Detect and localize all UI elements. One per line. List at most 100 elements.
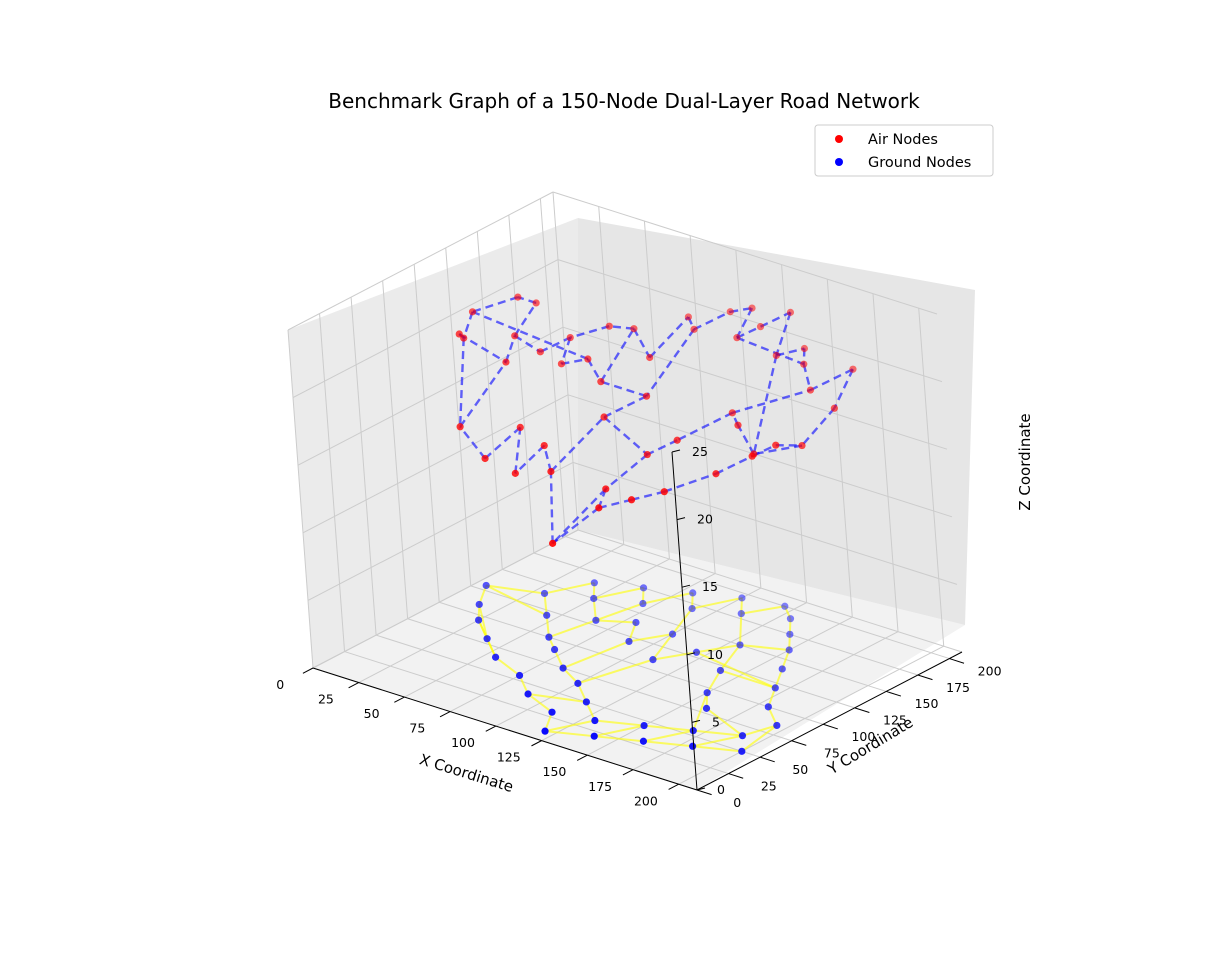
air-edge-28 (833, 368, 855, 409)
air-node-42 (547, 467, 555, 476)
ground-edge-59 (478, 604, 489, 639)
air-node-33 (643, 450, 651, 459)
ground-node-18 (640, 721, 648, 730)
ground-node-43 (736, 641, 744, 649)
grid-x-wall-3 (689, 235, 716, 574)
ground-edge-66 (595, 602, 644, 622)
y-tick-mark-8 (949, 658, 965, 664)
ground-edge-52 (548, 619, 597, 639)
z-tick-mark-5 (671, 449, 681, 453)
grid-z-back-3 (562, 326, 948, 450)
air-node-43 (540, 441, 548, 450)
air-edge-47 (514, 427, 522, 474)
air-node-7 (557, 360, 566, 368)
air-node-39 (748, 452, 756, 460)
air-edge-13 (609, 324, 635, 330)
grid-x-wall-2 (643, 221, 670, 560)
ground-edge-21 (693, 729, 743, 737)
ground-edge-41 (652, 633, 674, 661)
grid-z-left-5 (287, 191, 554, 331)
y-tick-label-0: 0 (733, 795, 741, 810)
air-node-18 (748, 304, 756, 312)
air-edge-48 (484, 426, 522, 460)
z-tick-label-2: 10 (707, 647, 723, 662)
x-tick-label-5: 125 (497, 750, 521, 765)
grid-x-wall-0 (552, 191, 579, 531)
grid-z-back-2 (567, 394, 953, 518)
air-edge-59 (458, 338, 465, 427)
x-tick-mark-4 (485, 725, 497, 732)
ground-node-26 (771, 684, 779, 692)
ground-node-28 (785, 646, 793, 654)
air-node-31 (728, 409, 736, 417)
ground-edge-43 (696, 643, 741, 654)
z-tick-mark-4 (676, 517, 686, 521)
ground-node-30 (786, 615, 795, 623)
axes-panes (288, 218, 975, 790)
legend-label-air: Air Nodes (868, 132, 938, 148)
floor-pane (313, 530, 965, 790)
ground-node-39 (590, 579, 598, 587)
y-tick-label-5: 125 (883, 713, 907, 728)
grid-y-wall-7 (508, 214, 535, 554)
air-edge-10 (561, 357, 589, 366)
x-tick-mark-3 (439, 711, 451, 718)
y-tick-label-4: 100 (851, 729, 875, 744)
ground-node-12 (574, 679, 582, 687)
y-tick-label-1: 25 (761, 778, 777, 793)
z-tick-label-1: 5 (712, 714, 720, 729)
ground-edge-65 (692, 734, 743, 748)
grid-y-floor-8 (565, 536, 950, 660)
ground-edge-51 (595, 619, 637, 624)
air-node-40 (772, 441, 780, 449)
air-node-44 (511, 469, 519, 477)
air-node-10 (584, 355, 592, 363)
air-edge-4 (513, 302, 538, 337)
ground-node-23 (738, 747, 746, 755)
air-node-16 (690, 325, 698, 333)
air-edge-49 (459, 426, 487, 460)
ground-edge-56 (739, 643, 790, 651)
air-node-2 (532, 299, 540, 307)
ground-edge-47 (705, 707, 744, 737)
ground-node-44 (716, 666, 725, 675)
air-edge-50 (459, 361, 507, 428)
ground-node-1 (475, 600, 483, 609)
air-node-3 (511, 332, 519, 340)
air-edge-61 (752, 355, 778, 455)
ground-node-7 (491, 653, 500, 661)
grid-y-wall-4 (413, 264, 440, 603)
ground-node-38 (590, 594, 598, 603)
ground-node-31 (781, 602, 789, 610)
ground-edge-40 (544, 581, 595, 595)
ground-edge-57 (696, 651, 776, 689)
air-edge-38 (631, 490, 665, 501)
air-edge-55 (731, 388, 811, 414)
legend-marker-air (835, 135, 843, 143)
air-node-22 (772, 351, 780, 360)
ground-node-5 (483, 635, 491, 643)
air-edge-39 (663, 472, 717, 493)
ground-edge-23 (742, 724, 778, 737)
grid-z-left-3 (297, 326, 564, 466)
y-tick-mark-2 (759, 756, 775, 763)
air-edge-54 (603, 416, 649, 456)
ground-edge-45 (706, 669, 722, 694)
air-node-11 (597, 378, 605, 386)
x-tick-label-8: 200 (634, 793, 658, 808)
ground-node-2 (540, 589, 549, 598)
legend-marker-ground (835, 158, 843, 166)
air-node-8 (455, 330, 463, 338)
grid-z-left-0 (312, 529, 579, 669)
ground-node-17 (590, 732, 598, 740)
air-node-25 (806, 386, 815, 394)
grid-y-wall-8 (539, 198, 566, 537)
air-edge-30 (753, 444, 803, 456)
ground-edge-3 (543, 593, 548, 616)
ground-node-49 (592, 616, 600, 624)
air-node-45 (516, 423, 524, 431)
air-edge-21 (736, 325, 762, 339)
y-tick-mark-0 (696, 789, 712, 796)
air-edge-3 (504, 335, 516, 363)
